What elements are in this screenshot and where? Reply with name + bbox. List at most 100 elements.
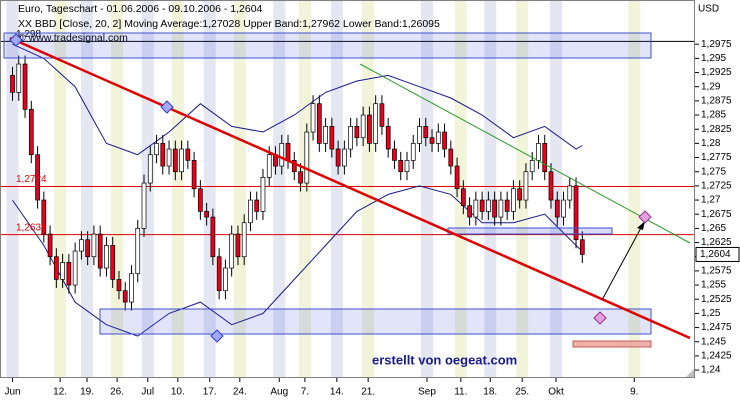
y-tick-label: 1,2775 (701, 152, 732, 163)
candle-body (191, 160, 197, 190)
marker (593, 311, 607, 325)
candle-body (423, 126, 429, 139)
candle-body (529, 160, 535, 173)
x-tick-label: Sep (418, 387, 436, 398)
candle-body (335, 148, 341, 167)
y-tick-label: 1,265 (701, 223, 726, 234)
candle-body (536, 143, 541, 161)
candle-body (329, 126, 335, 150)
candle-body (104, 245, 109, 269)
annotations (3, 32, 691, 348)
stripe (484, 0, 497, 378)
trend-line-green (359, 63, 691, 244)
stripe (141, 0, 154, 378)
candle-body (266, 154, 272, 178)
candle-body (41, 199, 47, 235)
candle-body (417, 126, 422, 144)
bollinger-band (12, 185, 583, 337)
y-tick-label: 1,295 (701, 53, 726, 64)
candle-body (248, 199, 253, 224)
zone-bottom (99, 308, 652, 335)
marker (210, 329, 224, 343)
candle-body (166, 148, 172, 167)
level-label: 1,2724 (16, 174, 47, 185)
chart-title: Euro, Tageschart - 01.06.2006 - 09.10.20… (18, 3, 263, 15)
x-tick-label: Jun (4, 387, 20, 398)
candle-body (435, 131, 441, 144)
candle-body (147, 154, 153, 184)
marker (160, 100, 174, 114)
candle-body (486, 199, 491, 212)
candle-body (110, 245, 116, 280)
candle-body (367, 114, 372, 144)
resize-grip (686, 369, 694, 377)
x-tick-label: 7. (301, 387, 309, 398)
x-tick-label: Jul (141, 387, 154, 398)
stripe (628, 0, 641, 378)
candle-body (373, 103, 379, 144)
plot-border (0, 0, 695, 378)
candle-body (392, 148, 397, 161)
candle-body (442, 131, 447, 150)
x-tick-label: 9. (630, 387, 638, 398)
candle-body (548, 171, 554, 201)
candle-body (298, 171, 303, 184)
candle-body (22, 63, 28, 110)
level-label: 1,2639 (16, 222, 47, 233)
candle-body (410, 143, 416, 161)
y-tick-label: 1,29 (701, 81, 721, 92)
stripe (330, 0, 343, 378)
candle-body (542, 143, 548, 173)
candle-body (498, 199, 504, 218)
candle-body (342, 148, 347, 167)
candle-body (254, 199, 260, 212)
candle-body (185, 148, 191, 161)
y-tick-label: 1,2575 (701, 266, 732, 277)
y-tick-label: 1,2725 (701, 181, 732, 192)
candle-body (141, 182, 147, 229)
candle-body (304, 131, 310, 184)
candle-body (479, 199, 485, 212)
candle-body (454, 165, 460, 190)
x-tick-label: Aug (270, 387, 288, 398)
y-tick-label: 1,245 (701, 336, 726, 347)
candle-body (16, 63, 22, 93)
candle-body (523, 171, 529, 201)
stripe (273, 0, 286, 378)
arrow-head (637, 221, 645, 230)
marker (9, 33, 23, 47)
candle-body (579, 239, 585, 255)
candle-body (511, 188, 516, 212)
stripe (516, 0, 529, 378)
candle-body (54, 256, 59, 280)
zone-top (3, 32, 652, 59)
candle-body (448, 148, 454, 167)
candle-body (122, 290, 128, 303)
candle-body (198, 188, 203, 212)
candle-body (279, 143, 285, 167)
x-tick-label: 25. (515, 387, 529, 398)
candle-body (460, 188, 466, 207)
stripe (298, 0, 311, 378)
y-tick-label: 1,2925 (701, 67, 732, 78)
stripe (550, 0, 562, 378)
x-tick-label: 19. (80, 387, 94, 398)
x-tick-label: 21. (361, 387, 375, 398)
x-tick-label: 12. (53, 387, 67, 398)
x-tick-label: Okt (548, 387, 564, 398)
candle-body (135, 228, 141, 275)
x-tick-label: 17. (203, 387, 217, 398)
candle-body (360, 114, 366, 139)
x-tick-label: 24. (233, 387, 247, 398)
x-tick-label: 18. (483, 387, 497, 398)
candle-body (554, 199, 560, 218)
candle-body (172, 148, 178, 173)
y-tick-label: 1,2675 (701, 209, 732, 220)
y-tick-label: 1,28 (701, 138, 721, 149)
candle-body (492, 199, 497, 218)
candle-body (398, 160, 404, 173)
source: © www.tradesignal.com (18, 32, 128, 44)
candle-body (323, 126, 328, 144)
candle-body (97, 233, 103, 269)
y-tick-label: 1,2625 (701, 237, 732, 248)
